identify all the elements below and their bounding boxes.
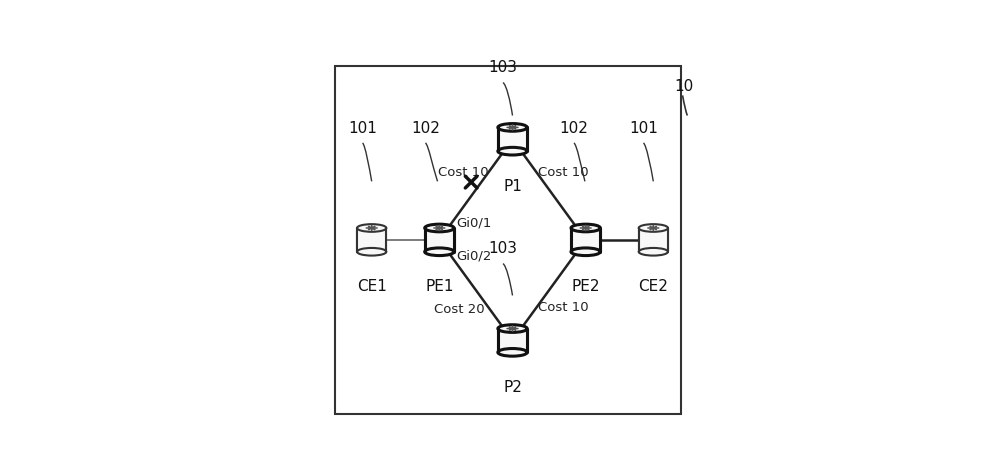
Text: 103: 103 xyxy=(488,241,517,256)
Text: 10: 10 xyxy=(675,79,694,94)
Polygon shape xyxy=(425,228,454,252)
Ellipse shape xyxy=(639,248,668,256)
FancyBboxPatch shape xyxy=(335,66,681,414)
Polygon shape xyxy=(639,228,668,252)
Polygon shape xyxy=(498,329,527,352)
Text: Cost 10: Cost 10 xyxy=(438,166,488,179)
Ellipse shape xyxy=(498,147,527,155)
Text: 101: 101 xyxy=(629,121,658,136)
Text: 101: 101 xyxy=(348,121,377,136)
Ellipse shape xyxy=(498,349,527,356)
Ellipse shape xyxy=(425,224,454,232)
Text: Cost 20: Cost 20 xyxy=(434,303,485,316)
Polygon shape xyxy=(357,228,386,252)
Text: Cost 10: Cost 10 xyxy=(538,301,588,314)
Text: CE1: CE1 xyxy=(357,279,387,294)
Text: 103: 103 xyxy=(488,60,517,76)
Text: Gi0/1: Gi0/1 xyxy=(456,217,491,230)
Text: PE2: PE2 xyxy=(571,279,600,294)
Text: Cost 10: Cost 10 xyxy=(538,166,588,179)
Ellipse shape xyxy=(357,248,386,256)
Text: P2: P2 xyxy=(503,380,522,395)
Text: PE1: PE1 xyxy=(425,279,454,294)
Text: P1: P1 xyxy=(503,179,522,194)
Ellipse shape xyxy=(425,248,454,256)
Ellipse shape xyxy=(498,124,527,131)
Polygon shape xyxy=(571,228,600,252)
Ellipse shape xyxy=(639,224,668,232)
Ellipse shape xyxy=(571,248,600,256)
Text: Gi0/2: Gi0/2 xyxy=(456,250,491,263)
Polygon shape xyxy=(498,127,527,151)
Ellipse shape xyxy=(498,325,527,332)
Ellipse shape xyxy=(571,224,600,232)
Ellipse shape xyxy=(357,224,386,232)
Text: 102: 102 xyxy=(411,121,440,136)
Text: 102: 102 xyxy=(560,121,588,136)
Text: CE2: CE2 xyxy=(638,279,668,294)
